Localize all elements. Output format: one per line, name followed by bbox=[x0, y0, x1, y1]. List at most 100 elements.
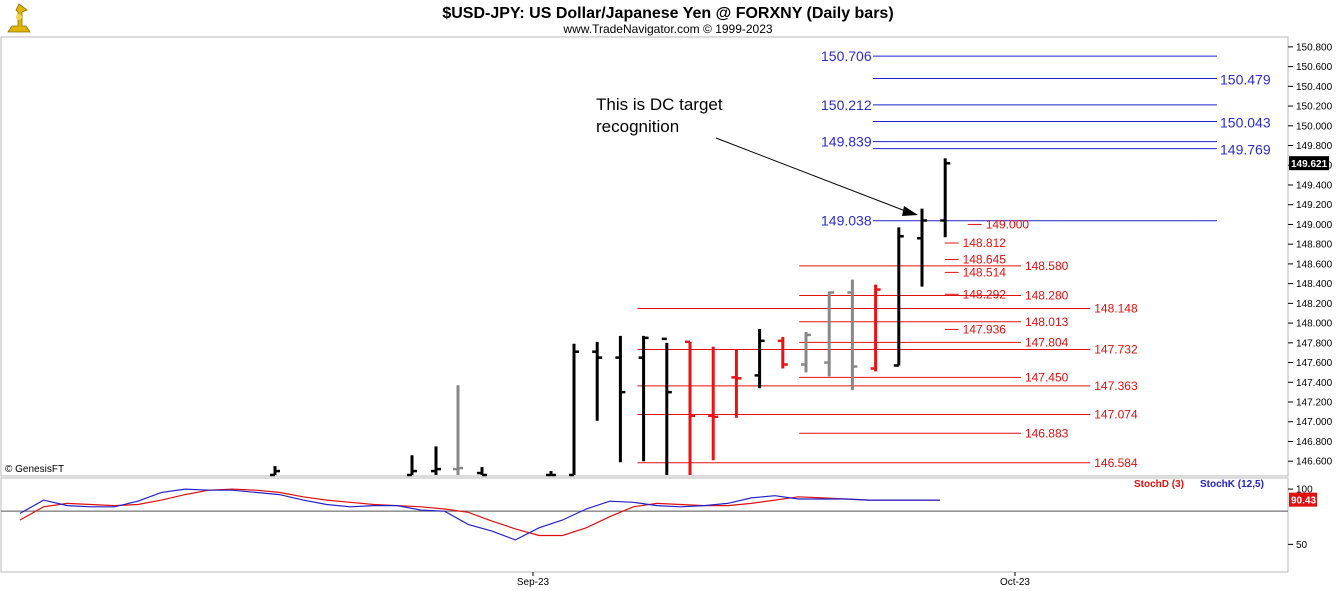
blue-level: 149.038 bbox=[821, 213, 1217, 229]
ohlc-bar bbox=[940, 158, 951, 238]
price-tick-label: 150.800 bbox=[1296, 42, 1333, 53]
red-level-label: 147.732 bbox=[1094, 343, 1138, 357]
red-level-label: 148.580 bbox=[1025, 259, 1069, 273]
red-level: 148.514 bbox=[944, 265, 1007, 279]
price-tick-label: 147.200 bbox=[1296, 398, 1333, 409]
date-tick-label: Sep-23 bbox=[517, 577, 550, 588]
red-level: 148.292 bbox=[944, 287, 1007, 301]
stoch-lines bbox=[19, 488, 940, 541]
price-tick-label: 150.400 bbox=[1296, 82, 1333, 93]
price-tick-label: 149.400 bbox=[1296, 180, 1333, 191]
price-panel-frame bbox=[0, 36, 1289, 477]
red-level-label: 148.645 bbox=[963, 252, 1007, 266]
annotation-line-2: recognition bbox=[596, 117, 679, 136]
ohlc-bar bbox=[270, 466, 280, 477]
ohlc-bar bbox=[638, 335, 649, 462]
ohlc-bar bbox=[777, 336, 788, 369]
blue-level-label: 150.212 bbox=[821, 97, 872, 113]
blue-level: 150.479 bbox=[873, 72, 1271, 88]
date-tick-label: Oct-23 bbox=[1000, 577, 1030, 588]
stoch-axis: 100 50 90.43 bbox=[1, 485, 1317, 551]
blue-level-label: 150.043 bbox=[1220, 115, 1271, 131]
red-level: 148.580 bbox=[799, 259, 1069, 273]
blue-level: 149.769 bbox=[873, 142, 1271, 158]
red-level-label: 148.514 bbox=[963, 265, 1007, 279]
ohlc-bar bbox=[407, 455, 417, 477]
date-axis: Sep-23 Oct-23 bbox=[517, 572, 1030, 588]
ohlc-bar bbox=[893, 227, 904, 367]
red-level: 146.584 bbox=[637, 456, 1138, 470]
red-level-label: 146.883 bbox=[1025, 426, 1069, 440]
blue-level-label: 149.038 bbox=[821, 213, 872, 229]
price-tick-label: 149.800 bbox=[1296, 141, 1333, 152]
logo bbox=[7, 3, 31, 33]
ohlc-bar bbox=[824, 291, 835, 377]
blue-level: 150.706 bbox=[821, 48, 1217, 64]
logo-dot bbox=[16, 14, 22, 20]
red-level-label: 148.148 bbox=[1094, 301, 1138, 315]
blue-level-label: 150.479 bbox=[1220, 72, 1271, 88]
legend-stochd: StochD (3) bbox=[1134, 479, 1184, 490]
red-level: 146.883 bbox=[799, 426, 1069, 440]
chart-title: $USD-JPY: US Dollar/Japanese Yen @ FORXN… bbox=[442, 5, 893, 22]
ohlc-bar bbox=[431, 446, 441, 475]
blue-level-label: 150.706 bbox=[821, 48, 872, 64]
blue-level: 150.212 bbox=[821, 97, 1217, 113]
stoch-tick-label: 50 bbox=[1296, 540, 1308, 551]
ohlc-bar bbox=[477, 467, 487, 477]
red-level-label: 146.584 bbox=[1094, 456, 1138, 470]
price-bars bbox=[270, 158, 951, 477]
red-level: 149.000 bbox=[967, 217, 1030, 231]
ohlc-bar bbox=[847, 279, 858, 391]
red-level-label: 148.812 bbox=[963, 236, 1007, 250]
ohlc-bar bbox=[731, 349, 742, 418]
price-tick-label: 146.800 bbox=[1296, 437, 1333, 448]
price-axis: 150.800 150.600 150.400 150.200 150.000 149.8… bbox=[1288, 42, 1333, 468]
stoch-last-label: 90.43 bbox=[1291, 496, 1316, 507]
price-tick-label: 150.200 bbox=[1296, 102, 1333, 113]
ohlc-bar bbox=[661, 337, 672, 475]
red-level: 147.450 bbox=[799, 370, 1069, 384]
ohlc-bar bbox=[708, 346, 719, 461]
ohlc-bar bbox=[453, 385, 463, 475]
price-tick-label: 148.800 bbox=[1296, 240, 1333, 251]
legend-stochk: StochK (12,5) bbox=[1200, 479, 1264, 490]
price-tick-label: 147.000 bbox=[1296, 417, 1333, 428]
price-tick-label: 150.600 bbox=[1296, 62, 1333, 73]
red-level: 147.804 bbox=[799, 335, 1069, 349]
header-background bbox=[0, 0, 1336, 36]
ohlc-bar bbox=[801, 331, 811, 373]
ohlc-bar bbox=[917, 208, 927, 287]
annotation-line-1: This is DC target bbox=[596, 95, 723, 114]
red-level: 148.148 bbox=[637, 301, 1138, 315]
red-level: 148.280 bbox=[799, 288, 1069, 302]
red-level-label: 147.074 bbox=[1094, 407, 1138, 421]
red-level-label: 148.280 bbox=[1025, 288, 1069, 302]
red-level: 148.645 bbox=[944, 252, 1007, 266]
red-level-label: 147.450 bbox=[1025, 370, 1069, 384]
price-tick-label: 150.000 bbox=[1296, 121, 1333, 132]
ohlc-bar bbox=[546, 471, 556, 477]
stochd-line bbox=[19, 488, 940, 537]
price-tick-label: 148.200 bbox=[1296, 299, 1333, 310]
red-level-label: 147.936 bbox=[963, 322, 1007, 336]
annotation-arrow-line bbox=[715, 137, 909, 213]
red-level: 148.013 bbox=[799, 315, 1069, 329]
last-price-box bbox=[1289, 156, 1329, 171]
price-tick-label: 147.800 bbox=[1296, 338, 1333, 349]
blue-level-label: 149.839 bbox=[821, 134, 872, 150]
red-level-label: 148.013 bbox=[1025, 315, 1069, 329]
red-level-label: 148.292 bbox=[963, 287, 1007, 301]
ohlc-bar bbox=[870, 284, 881, 372]
stoch-tick-label: 100 bbox=[1296, 485, 1313, 496]
ohlc-bar bbox=[754, 329, 765, 389]
red-level-label: 147.804 bbox=[1025, 335, 1069, 349]
price-tick-label: 147.600 bbox=[1296, 358, 1333, 369]
stoch-panel-frame bbox=[0, 477, 1289, 573]
blue-level: 150.043 bbox=[873, 115, 1271, 131]
price-tick-label: 147.400 bbox=[1296, 378, 1333, 389]
copyright: © GenesisFT bbox=[5, 464, 64, 475]
red-level-label: 149.000 bbox=[986, 217, 1030, 231]
